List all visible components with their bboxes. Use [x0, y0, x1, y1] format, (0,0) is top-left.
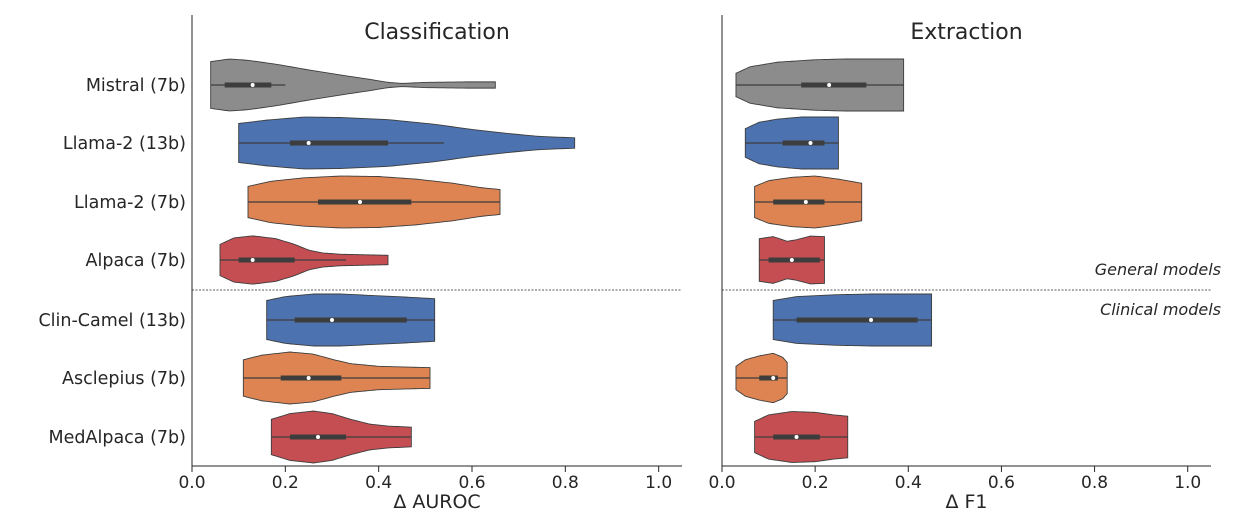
- median-marker: [250, 258, 255, 262]
- violin-clin-camel-13b: [772, 293, 933, 347]
- median-marker: [330, 318, 334, 322]
- category-label: Clin-Camel (13b): [38, 311, 186, 331]
- violin-llama-2-7b: [247, 175, 501, 229]
- iqr-box: [768, 257, 820, 263]
- panel-classification: Classification 0.0 0.2 0.4 0.6 0.8 1.0 Δ AUROC M…: [38, 15, 682, 513]
- iqr-box: [290, 140, 388, 146]
- violin-mistral-7b: [210, 58, 496, 112]
- x-tick-label: 0.2: [272, 473, 299, 493]
- x-tick-label: 1.0: [1174, 473, 1201, 493]
- iqr-box: [238, 257, 295, 263]
- iqr-box: [801, 82, 867, 88]
- violin-asclepius-7b: [242, 351, 431, 405]
- general-models-label: General models: [1095, 260, 1221, 279]
- panel-title: Extraction: [910, 20, 1022, 45]
- violin-asclepius-7b: [735, 352, 788, 404]
- iqr-box: [782, 140, 825, 146]
- median-marker: [803, 200, 808, 204]
- median-marker: [250, 83, 255, 87]
- iqr-box: [773, 199, 825, 205]
- x-tick-label: 0.8: [552, 473, 579, 493]
- iqr-box: [280, 375, 342, 381]
- x-tick-label: 1.0: [645, 473, 672, 493]
- median-marker: [306, 141, 311, 145]
- median-marker: [789, 258, 794, 262]
- median-marker: [869, 318, 874, 322]
- violin-alpaca-7b: [758, 235, 825, 285]
- median-marker: [794, 435, 799, 439]
- iqr-box: [318, 199, 412, 205]
- category-label: Asclepius (7b): [62, 369, 186, 389]
- median-marker: [306, 376, 311, 380]
- x-tick-label: 0.2: [802, 473, 829, 493]
- x-tick-label: 0.4: [895, 473, 922, 493]
- category-label: Alpaca (7b): [86, 251, 186, 271]
- x-tick-label: 0.4: [365, 473, 392, 493]
- median-marker: [316, 435, 320, 439]
- violin-llama-2-13b: [238, 116, 576, 170]
- iqr-box: [759, 375, 778, 381]
- violin-alpaca-7b: [219, 235, 389, 285]
- violin-mistral-7b: [735, 58, 905, 112]
- x-tick-label: 0.6: [458, 473, 485, 493]
- panel-title: Classification: [364, 20, 510, 45]
- iqr-box: [224, 82, 272, 88]
- violin-medalpaca-7b: [270, 410, 412, 464]
- x-axis-label: Δ AUROC: [393, 491, 480, 513]
- category-label: MedAlpaca (7b): [49, 428, 186, 448]
- median-marker: [358, 200, 362, 204]
- violin-clin-camel-13b: [266, 293, 436, 347]
- panel-extraction: Extraction 0.0 0.2 0.4 0.6 0.8 1.0 Δ F1: [708, 15, 1211, 513]
- median-marker: [827, 83, 832, 87]
- median-marker: [808, 141, 813, 145]
- iqr-box: [294, 317, 407, 323]
- x-tick-label: 0.0: [178, 473, 205, 493]
- iqr-box: [796, 317, 918, 323]
- violin-llama-2-7b: [754, 175, 863, 229]
- clinical-models-label: Clinical models: [1100, 300, 1221, 319]
- violin-medalpaca-7b: [754, 411, 849, 463]
- category-label: Llama-2 (13b): [63, 134, 186, 154]
- category-label: Mistral (7b): [86, 76, 186, 96]
- median-marker: [771, 376, 776, 380]
- x-tick-label: 0.0: [708, 473, 735, 493]
- category-label: Llama-2 (7b): [74, 193, 186, 213]
- violin-llama-2-13b: [744, 116, 839, 170]
- x-axis-label: Δ F1: [945, 491, 987, 513]
- x-tick-label: 0.8: [1081, 473, 1108, 493]
- x-tick-label: 0.6: [988, 473, 1015, 493]
- violin-body: [210, 58, 496, 112]
